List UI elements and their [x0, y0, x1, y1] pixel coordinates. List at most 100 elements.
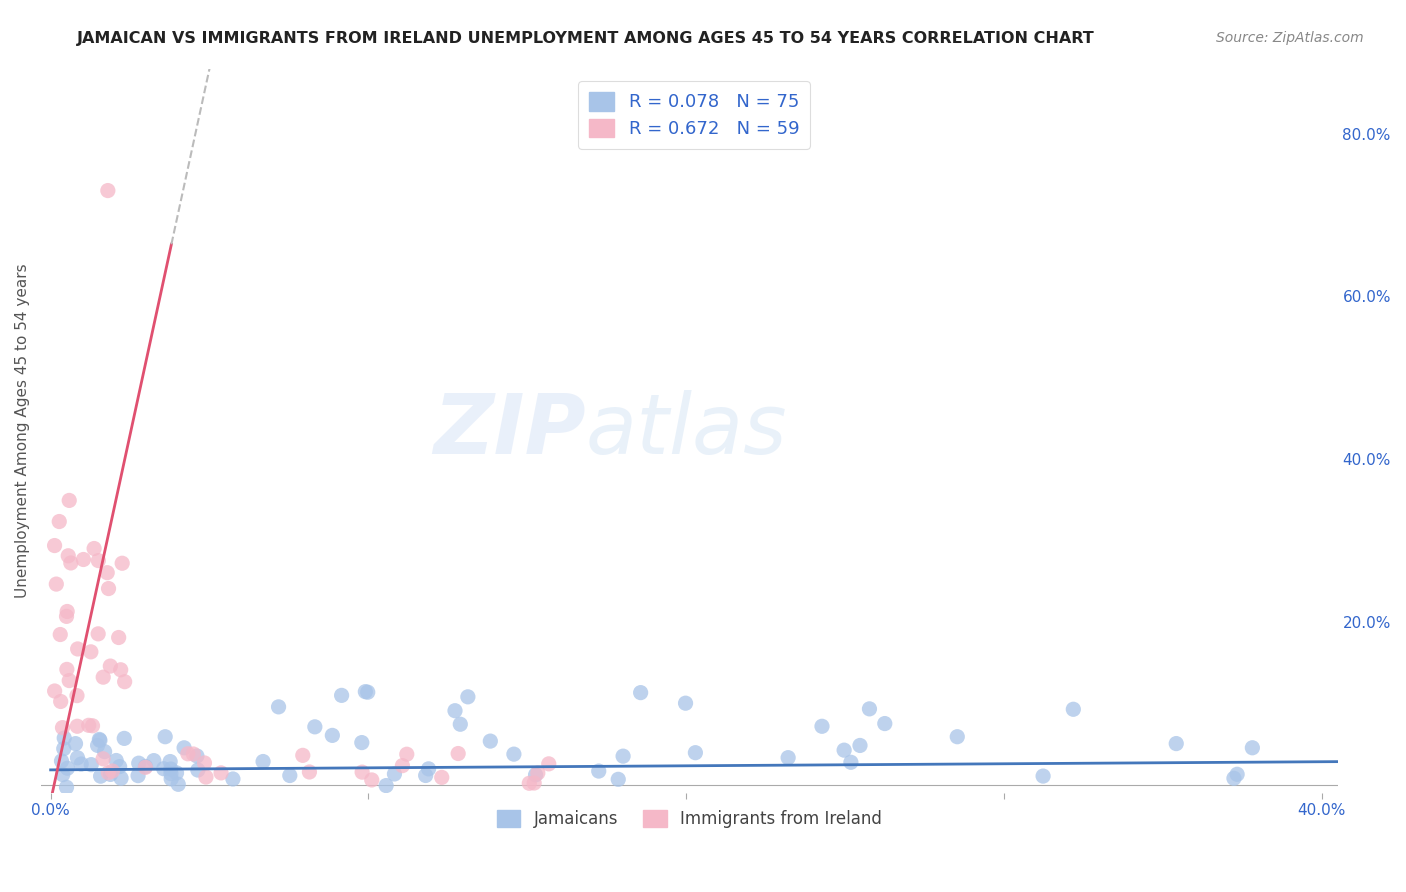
Point — [1241, 740, 1264, 755]
Point — [51, 754, 73, 768]
Point — [384, 767, 406, 781]
Point — [55, 609, 77, 624]
Point — [222, 772, 245, 786]
Point — [391, 758, 413, 772]
Point — [105, 754, 128, 768]
Point — [873, 716, 896, 731]
Point — [98, 659, 121, 673]
Point — [97, 582, 120, 596]
Point — [93, 745, 115, 759]
Point — [357, 685, 380, 699]
Point — [110, 771, 132, 785]
Point — [66, 751, 89, 765]
Point — [159, 755, 181, 769]
Point — [55, 780, 77, 795]
Point — [675, 696, 697, 710]
Point — [1032, 769, 1054, 783]
Point — [80, 757, 103, 772]
Point — [159, 762, 181, 776]
Point — [612, 749, 634, 764]
Point — [82, 719, 104, 733]
Point — [278, 768, 301, 782]
Point — [330, 689, 353, 703]
Point — [86, 739, 108, 753]
Point — [194, 770, 217, 784]
Point — [430, 770, 453, 784]
Point — [108, 759, 131, 773]
Point — [91, 752, 114, 766]
Point — [107, 631, 129, 645]
Point — [418, 762, 440, 776]
Point — [1226, 767, 1249, 781]
Point — [352, 765, 374, 780]
Point — [479, 734, 502, 748]
Text: atlas: atlas — [586, 390, 787, 471]
Point — [59, 556, 82, 570]
Point — [449, 717, 471, 731]
Point — [45, 577, 67, 591]
Point — [56, 761, 79, 775]
Point — [685, 746, 707, 760]
Point — [58, 549, 80, 563]
Point — [58, 673, 80, 688]
Point — [65, 737, 87, 751]
Point — [49, 627, 72, 641]
Point — [70, 757, 93, 772]
Point — [153, 730, 176, 744]
Point — [457, 690, 479, 704]
Point — [524, 768, 547, 782]
Point — [630, 685, 652, 699]
Point — [537, 756, 560, 771]
Point — [849, 739, 872, 753]
Point — [523, 776, 546, 790]
Point — [811, 719, 834, 733]
Point — [53, 731, 76, 745]
Point — [527, 766, 550, 780]
Point — [66, 719, 89, 733]
Point — [89, 732, 111, 747]
Point — [1166, 737, 1188, 751]
Point — [858, 702, 880, 716]
Point — [267, 699, 290, 714]
Point — [173, 740, 195, 755]
Point — [360, 772, 382, 787]
Point — [517, 776, 540, 790]
Text: ZIP: ZIP — [433, 390, 586, 471]
Point — [66, 642, 89, 657]
Point — [44, 539, 66, 553]
Point — [183, 747, 205, 761]
Point — [375, 779, 398, 793]
Point — [186, 749, 208, 764]
Point — [291, 748, 314, 763]
Point — [58, 493, 80, 508]
Point — [193, 756, 215, 770]
Point — [97, 184, 120, 198]
Point — [56, 662, 79, 676]
Point — [321, 728, 343, 742]
Point — [97, 765, 120, 780]
Text: JAMAICAN VS IMMIGRANTS FROM IRELAND UNEMPLOYMENT AMONG AGES 45 TO 54 YEARS CORRE: JAMAICAN VS IMMIGRANTS FROM IRELAND UNEM… — [77, 31, 1095, 46]
Point — [101, 764, 124, 778]
Point — [44, 684, 66, 698]
Point — [112, 731, 135, 746]
Point — [77, 718, 100, 732]
Point — [111, 556, 134, 570]
Point — [209, 765, 232, 780]
Point — [298, 764, 321, 779]
Point — [415, 768, 437, 782]
Point — [83, 541, 105, 556]
Point — [89, 733, 111, 747]
Point — [354, 684, 377, 698]
Point — [128, 756, 150, 771]
Point — [87, 627, 110, 641]
Point — [839, 756, 862, 770]
Point — [90, 769, 112, 783]
Point — [1223, 772, 1246, 786]
Point — [304, 720, 326, 734]
Point — [252, 755, 274, 769]
Legend: Jamaicans, Immigrants from Ireland: Jamaicans, Immigrants from Ireland — [491, 804, 889, 835]
Point — [134, 759, 156, 773]
Point — [52, 767, 75, 781]
Point — [187, 763, 209, 777]
Point — [778, 750, 800, 764]
